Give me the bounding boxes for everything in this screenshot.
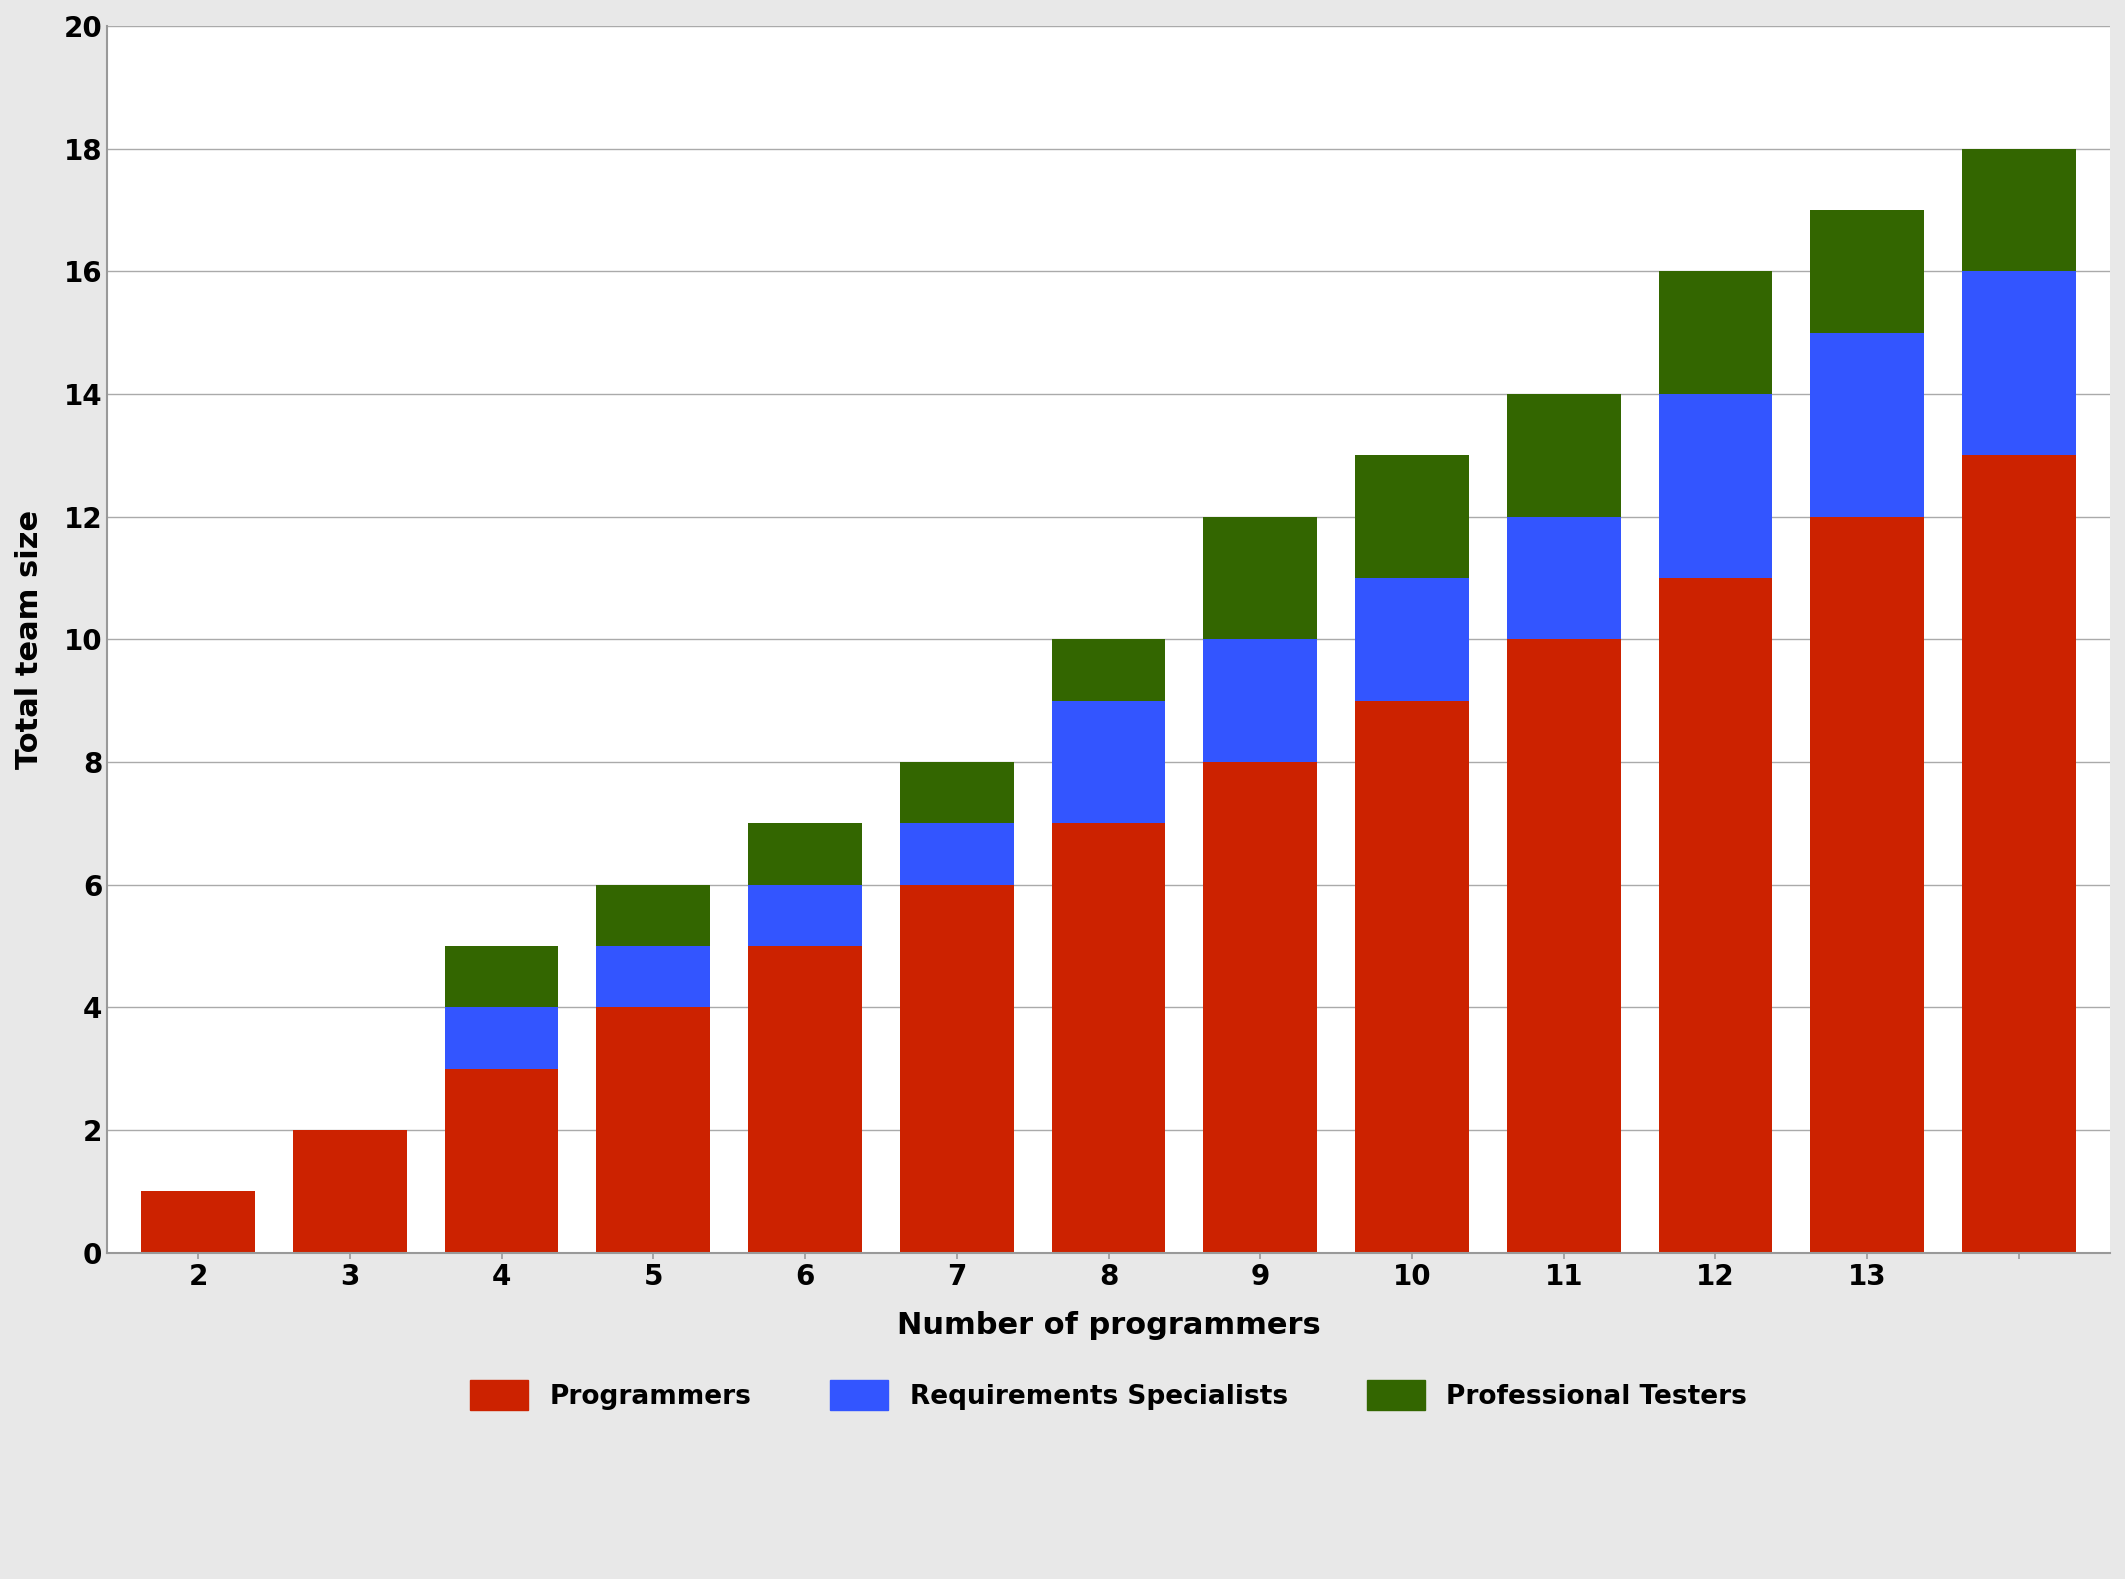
Bar	[293, 1131, 406, 1252]
Bar	[597, 884, 710, 946]
X-axis label: Number of programmers: Number of programmers	[897, 1311, 1320, 1339]
Y-axis label: Total team size: Total team size	[15, 510, 45, 769]
Bar	[1203, 516, 1318, 639]
Bar	[1961, 272, 2076, 455]
Bar	[140, 1192, 255, 1252]
Bar	[597, 946, 710, 1007]
Bar	[1961, 148, 2076, 272]
Bar	[899, 763, 1014, 823]
Bar	[1507, 395, 1621, 516]
Bar	[1660, 395, 1772, 578]
Bar	[1203, 639, 1318, 763]
Bar	[1961, 455, 2076, 1252]
Bar	[597, 1007, 710, 1252]
Bar	[1203, 763, 1318, 1252]
Bar	[1507, 639, 1621, 1252]
Bar	[1356, 701, 1468, 1252]
Bar	[1356, 455, 1468, 578]
Legend: Programmers, Requirements Specialists, Professional Testers: Programmers, Requirements Specialists, P…	[457, 1367, 1760, 1424]
Bar	[748, 823, 863, 884]
Bar	[899, 823, 1014, 884]
Bar	[899, 884, 1014, 1252]
Bar	[1052, 701, 1164, 823]
Bar	[748, 884, 863, 946]
Bar	[444, 946, 559, 1007]
Bar	[1660, 578, 1772, 1252]
Bar	[444, 1007, 559, 1069]
Bar	[444, 1069, 559, 1252]
Bar	[748, 946, 863, 1252]
Bar	[1810, 516, 1923, 1252]
Bar	[1507, 516, 1621, 639]
Bar	[1356, 578, 1468, 701]
Bar	[1660, 272, 1772, 395]
Bar	[1052, 823, 1164, 1252]
Bar	[1810, 333, 1923, 516]
Bar	[1810, 210, 1923, 333]
Bar	[1052, 639, 1164, 701]
